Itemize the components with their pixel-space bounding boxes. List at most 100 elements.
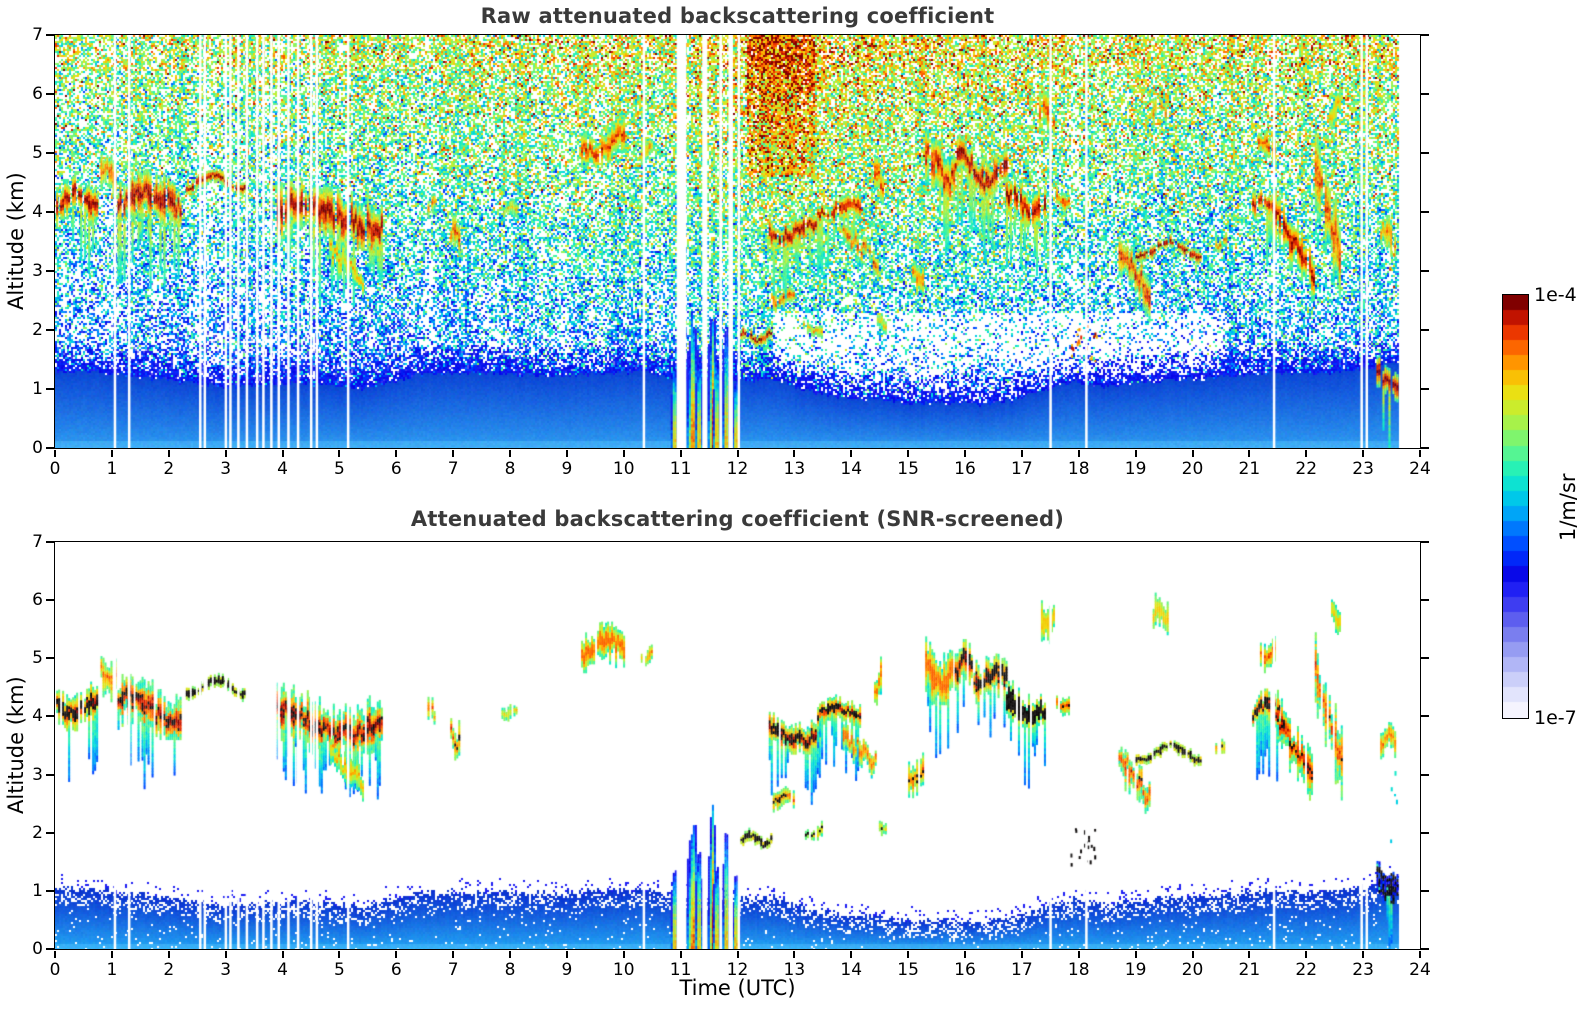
- x-tick-label: 24: [1409, 960, 1431, 980]
- x-tick-label: 4: [277, 459, 288, 479]
- x-tick-label: 11: [669, 960, 692, 980]
- x-tick: [395, 450, 398, 457]
- y-tick-right: [1421, 889, 1429, 892]
- x-tick-label: 3: [220, 459, 232, 479]
- x-tick: [1362, 450, 1365, 457]
- x-tick-label: 19: [1124, 960, 1147, 980]
- colorbar-canvas: [1502, 294, 1529, 719]
- x-tick: [395, 951, 398, 958]
- y-tick-label: 6: [32, 590, 43, 611]
- y-tick-right: [1421, 447, 1429, 449]
- y-tick: [46, 388, 54, 390]
- x-tick: [281, 951, 284, 958]
- x-tick-label: 21: [1238, 459, 1261, 479]
- y-tick: [46, 948, 54, 950]
- x-tick: [1305, 951, 1308, 958]
- x-tick-label: 18: [1067, 459, 1090, 479]
- x-tick-label: 16: [954, 459, 976, 479]
- x-tick: [850, 951, 853, 958]
- x-tick-label: 7: [447, 459, 459, 479]
- panel1-heatmap-canvas: [54, 34, 1421, 449]
- panel1-title: Raw attenuated backscattering coefficien…: [480, 4, 995, 28]
- y-tick-right: [1421, 34, 1429, 36]
- x-tick-label: 17: [1011, 960, 1033, 980]
- y-tick: [46, 270, 54, 272]
- x-tick: [54, 951, 56, 958]
- x-tick-label: 5: [333, 960, 345, 980]
- x-tick-label: 12: [726, 459, 749, 479]
- x-tick: [1077, 951, 1080, 958]
- x-tick: [452, 951, 455, 958]
- x-tick: [1419, 951, 1421, 958]
- y-tick-right: [1421, 657, 1429, 660]
- x-tick: [565, 450, 568, 457]
- y-tick-right: [1421, 152, 1429, 154]
- x-tick: [110, 951, 113, 958]
- x-tick-label: 12: [726, 960, 749, 980]
- y-tick-label: 0: [32, 939, 43, 959]
- x-tick: [1020, 951, 1023, 958]
- x-tick: [907, 951, 910, 958]
- y-tick-label: 5: [32, 648, 43, 669]
- x-tick: [907, 450, 910, 457]
- y-tick: [46, 657, 54, 660]
- x-tick: [964, 951, 966, 958]
- x-tick: [338, 951, 341, 958]
- x-tick-label: 2: [163, 960, 175, 980]
- y-tick-right: [1421, 599, 1429, 602]
- x-tick: [509, 951, 511, 958]
- y-tick-label: 0: [32, 438, 43, 458]
- x-tick: [167, 450, 170, 457]
- y-tick-right: [1421, 270, 1429, 272]
- panel2-heatmap-canvas: [54, 541, 1421, 950]
- y-tick-label: 1: [32, 880, 43, 901]
- x-tick-label: 0: [49, 960, 61, 980]
- y-tick: [46, 889, 54, 892]
- x-tick: [110, 450, 113, 457]
- x-tick: [736, 450, 739, 457]
- x-tick-label: 19: [1124, 459, 1147, 479]
- y-tick: [46, 773, 54, 776]
- x-tick-label: 13: [783, 459, 806, 479]
- x-tick-label: 0: [49, 459, 61, 479]
- x-tick: [736, 951, 739, 958]
- y-tick-label: 5: [32, 143, 43, 163]
- x-tick-label: 13: [783, 960, 806, 980]
- x-tick: [1419, 450, 1421, 457]
- y-tick: [46, 599, 54, 602]
- y-tick-label: 7: [32, 532, 43, 552]
- x-tick-label: 3: [220, 960, 232, 980]
- x-tick: [565, 951, 568, 958]
- y-tick-right: [1421, 948, 1429, 950]
- x-tick: [1248, 450, 1251, 457]
- x-tick-label: 10: [612, 459, 635, 479]
- y-tick-label: 7: [32, 25, 43, 45]
- x-tick: [509, 450, 511, 457]
- x-tick-label: 24: [1409, 459, 1431, 479]
- x-tick: [1020, 450, 1023, 457]
- y-tick-label: 3: [32, 764, 43, 785]
- x-tick: [964, 450, 966, 457]
- panel2-title: Attenuated backscattering coefficient (S…: [410, 507, 1065, 531]
- x-tick: [1191, 450, 1194, 457]
- x-tick-label: 20: [1181, 459, 1204, 479]
- x-tick: [679, 450, 682, 457]
- y-tick-label: 2: [32, 822, 43, 843]
- x-tick-label: 23: [1352, 459, 1374, 479]
- y-tick: [46, 152, 54, 154]
- x-tick: [452, 450, 455, 457]
- x-tick: [281, 450, 284, 457]
- x-tick-label: 1: [106, 459, 118, 479]
- x-tick-label: 2: [163, 459, 175, 479]
- y-tick: [46, 329, 54, 331]
- x-tick-label: 6: [390, 960, 402, 980]
- x-tick: [679, 951, 682, 958]
- x-tick-label: 10: [612, 960, 635, 980]
- x-tick-label: 15: [897, 960, 919, 980]
- y-tick-right: [1421, 388, 1429, 390]
- x-tick: [54, 450, 56, 457]
- y-tick-right: [1421, 329, 1429, 331]
- x-tick: [622, 951, 625, 958]
- x-tick: [622, 450, 625, 457]
